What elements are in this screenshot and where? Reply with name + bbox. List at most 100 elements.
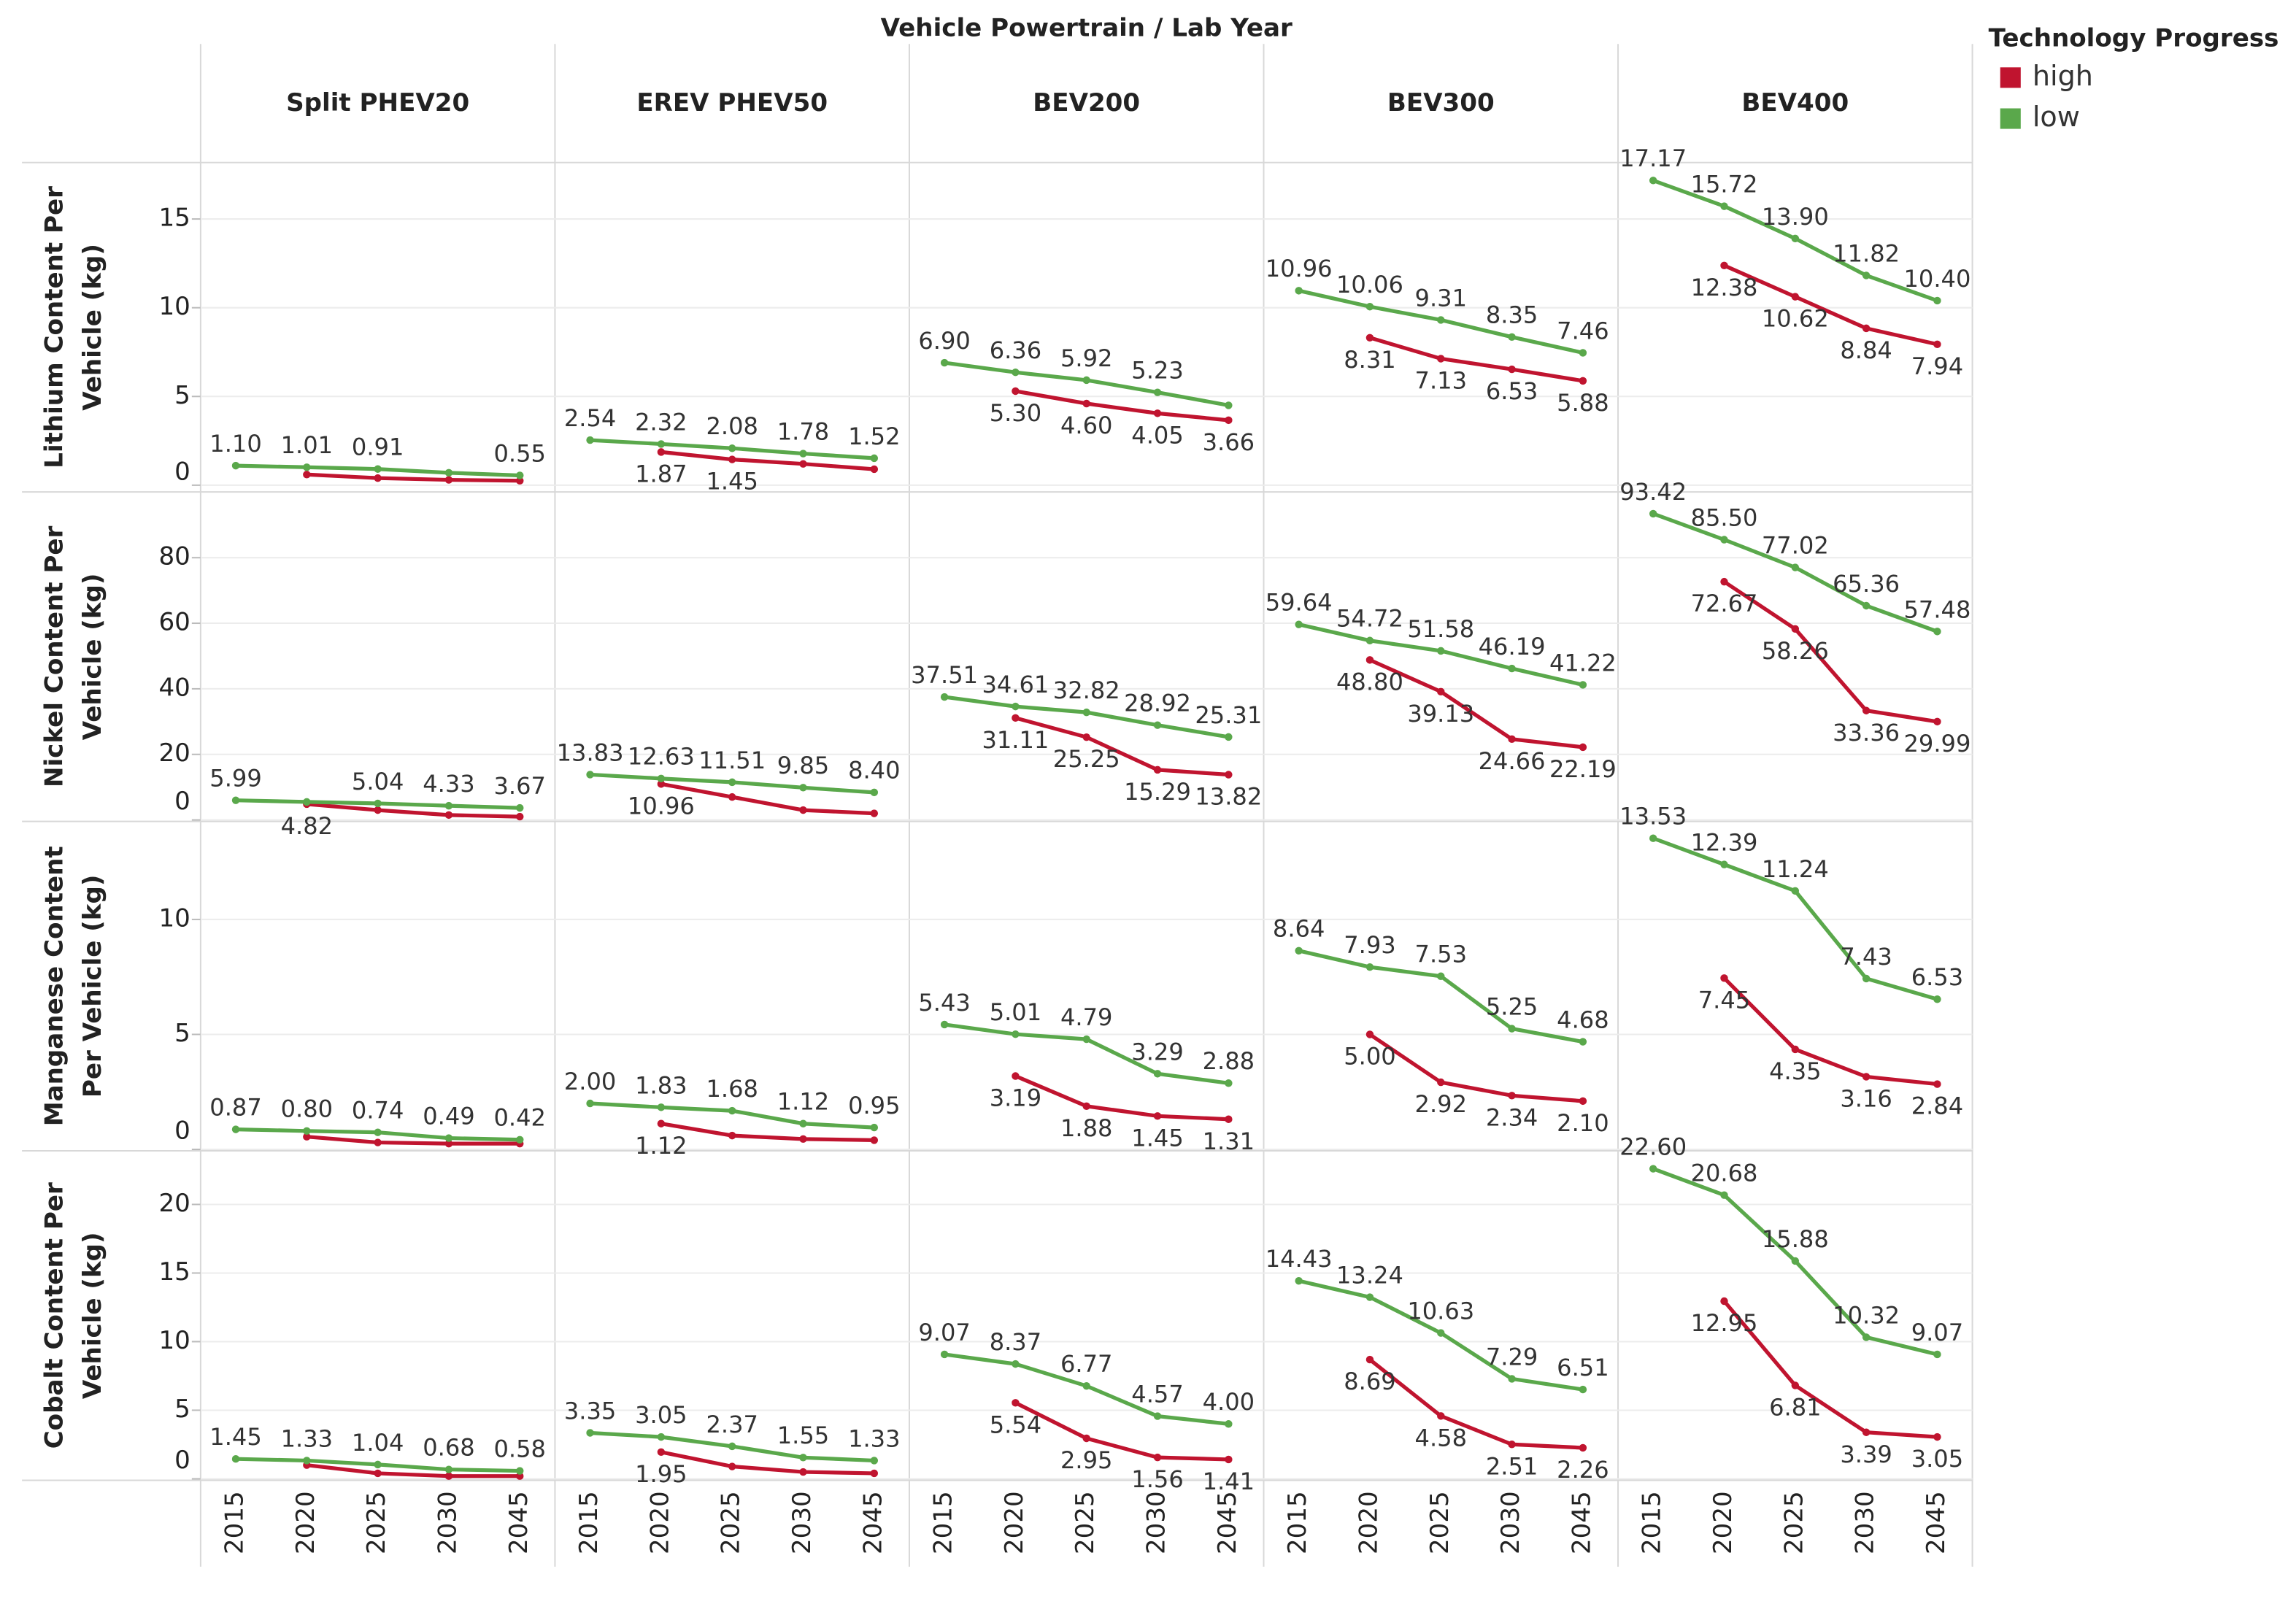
data-point <box>1579 1443 1587 1452</box>
data-point <box>870 1457 879 1465</box>
data-label: 7.46 <box>1557 317 1609 344</box>
data-label: 13.53 <box>1619 803 1687 830</box>
data-point <box>1508 1441 1516 1449</box>
data-point <box>728 1106 736 1115</box>
data-point <box>1579 743 1587 752</box>
data-point <box>303 1133 311 1141</box>
data-label: 5.01 <box>990 998 1041 1026</box>
data-point <box>1720 1191 1728 1199</box>
x-tick-label: 2015 <box>929 1491 958 1554</box>
data-label: 0.55 <box>494 439 546 467</box>
series-line <box>1368 658 1584 749</box>
data-point <box>374 1460 382 1469</box>
series-line <box>1014 716 1229 777</box>
data-point <box>586 771 594 779</box>
x-tick-label: 2025 <box>1779 1491 1808 1554</box>
data-point <box>940 1350 949 1359</box>
data-point <box>1153 1112 1162 1120</box>
data-point <box>1862 271 1871 279</box>
y-tick-label: 20 <box>158 1189 190 1218</box>
data-point <box>870 1469 879 1478</box>
data-point <box>303 1457 311 1465</box>
data-point <box>231 1454 240 1463</box>
data-label: 58.26 <box>1762 637 1829 665</box>
data-point <box>516 812 524 821</box>
data-label: 2.08 <box>706 412 758 440</box>
column-header: EREV PHEV50 <box>636 88 828 117</box>
data-point <box>728 1131 736 1140</box>
data-point <box>1508 365 1516 374</box>
data-label: 51.58 <box>1407 615 1474 643</box>
y-tick-label: 15 <box>158 1257 190 1287</box>
series-line <box>307 802 520 819</box>
x-tick-label: 2030 <box>433 1491 462 1554</box>
data-point <box>1365 636 1374 644</box>
data-label: 4.79 <box>1060 1003 1112 1031</box>
series-line <box>660 1122 874 1143</box>
data-label: 1.12 <box>777 1088 829 1116</box>
data-point <box>444 801 453 810</box>
series-line <box>1014 389 1229 423</box>
data-label: 1.45 <box>209 1423 261 1451</box>
data-point <box>374 1138 382 1146</box>
data-label: 0.74 <box>352 1097 404 1125</box>
data-point <box>516 471 524 479</box>
data-label: 8.35 <box>1486 301 1538 329</box>
data-point <box>1508 735 1516 744</box>
data-point <box>1720 974 1728 982</box>
data-label: 28.92 <box>1124 690 1191 717</box>
data-point <box>728 1442 736 1451</box>
data-label: 2.95 <box>1060 1446 1112 1474</box>
data-label: 9.85 <box>777 752 829 779</box>
data-label: 2.37 <box>706 1411 758 1438</box>
data-point <box>516 1472 524 1480</box>
data-label: 3.67 <box>494 772 546 800</box>
data-label: 10.96 <box>1266 255 1333 282</box>
data-point <box>586 1429 594 1437</box>
y-tick-label: 0 <box>174 787 190 816</box>
data-label: 6.53 <box>1911 963 1963 991</box>
data-label: 9.07 <box>918 1319 970 1346</box>
data-point <box>586 1099 594 1108</box>
y-axis-label: Per Vehicle (kg) <box>78 875 107 1098</box>
data-point <box>1720 577 1728 586</box>
data-label: 5.43 <box>918 989 970 1017</box>
x-tick-label: 2045 <box>1213 1491 1242 1554</box>
data-label: 12.38 <box>1691 274 1758 301</box>
y-tick-label: 5 <box>174 1019 190 1048</box>
data-point <box>374 474 382 482</box>
data-label: 1.45 <box>706 468 758 496</box>
data-label: 7.94 <box>1911 352 1963 380</box>
data-point <box>444 1472 453 1480</box>
data-label: 2.26 <box>1557 1456 1609 1484</box>
data-label: 33.36 <box>1833 719 1900 747</box>
data-label: 5.00 <box>1344 1043 1395 1071</box>
chart-title: Vehicle Powertrain / Lab Year <box>881 14 1293 43</box>
data-point <box>444 1139 453 1148</box>
series-line <box>1722 976 1938 1087</box>
x-tick-label: 2030 <box>1142 1491 1171 1554</box>
data-point <box>1933 628 1941 636</box>
data-point <box>444 1465 453 1473</box>
y-tick-label: 5 <box>174 381 190 410</box>
data-label: 5.25 <box>1486 993 1538 1021</box>
frame <box>22 44 1973 1567</box>
data-label: 3.16 <box>1840 1085 1892 1113</box>
data-point <box>374 806 382 814</box>
data-label: 2.88 <box>1203 1047 1255 1075</box>
data-point <box>516 1135 524 1144</box>
series-line <box>660 782 874 816</box>
data-label: 2.51 <box>1486 1452 1538 1480</box>
x-tick-label: 2025 <box>1425 1491 1455 1554</box>
data-label: 6.53 <box>1486 377 1538 405</box>
data-point <box>1862 1333 1871 1341</box>
series-line <box>307 472 520 483</box>
data-point <box>870 809 879 817</box>
data-point <box>870 1136 879 1144</box>
data-label: 4.05 <box>1131 421 1183 449</box>
data-label: 11.51 <box>698 747 766 774</box>
data-label: 12.39 <box>1691 829 1758 857</box>
data-point <box>1153 1412 1162 1420</box>
y-axis-label: Vehicle (kg) <box>78 574 107 741</box>
data-label: 85.50 <box>1691 504 1758 531</box>
